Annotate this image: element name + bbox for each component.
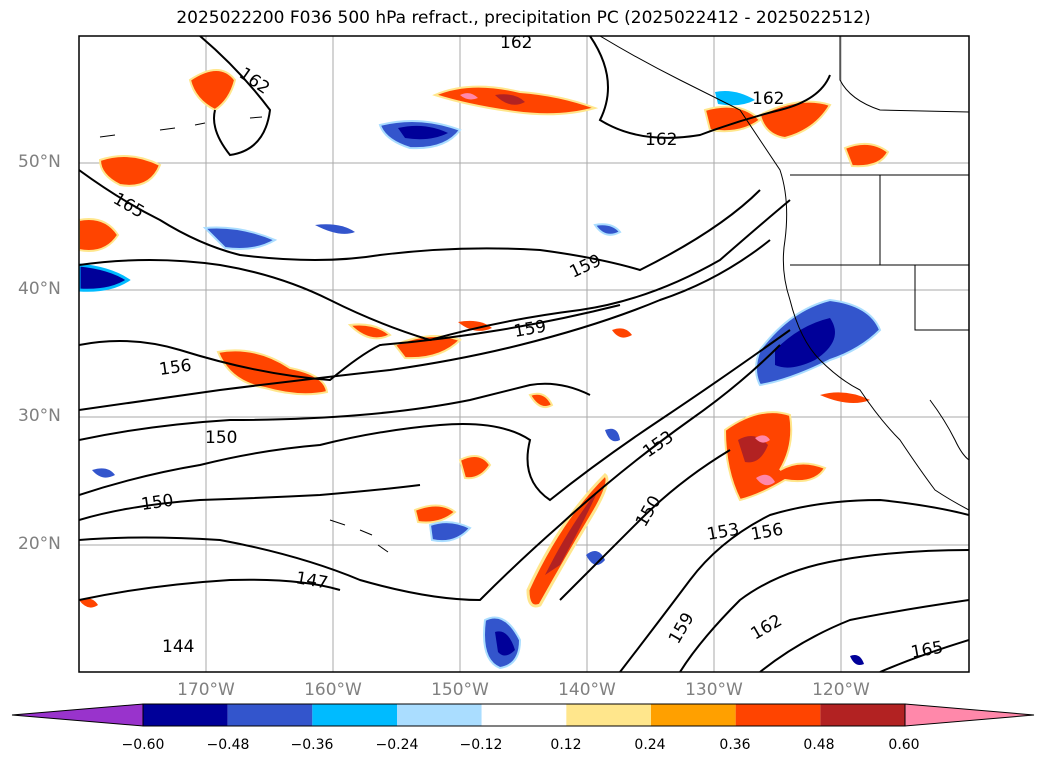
gridlines	[79, 36, 969, 672]
colorbar-tick: 0.36	[719, 737, 751, 753]
precip-negative-areas	[79, 91, 882, 670]
colorbar-segment	[735, 704, 821, 726]
colorbar-extend-low	[11, 703, 144, 727]
contour-label: 156	[158, 356, 193, 380]
lat-label: 20°N	[18, 534, 61, 554]
map-title: 2025022200 F036 500 hPa refract., precip…	[176, 8, 871, 28]
colorbar-tick: 0.60	[888, 737, 920, 753]
colorbar-tick: 0.48	[803, 737, 835, 753]
colorbar-segment	[820, 704, 905, 726]
lat-label: 50°N	[18, 152, 61, 172]
contour-label: 150	[140, 491, 175, 515]
lat-label: 30°N	[18, 406, 61, 426]
colorbar-segment	[143, 704, 228, 726]
colorbar-segment	[481, 704, 567, 726]
colorbar-tick: −0.12	[459, 737, 503, 753]
coastlines	[99, 36, 969, 553]
lon-label: 160°W	[304, 680, 362, 700]
lat-label: 40°N	[18, 279, 61, 299]
map-frame	[78, 35, 970, 673]
colorbar-segment	[566, 704, 651, 726]
contour-label: 162	[752, 89, 784, 109]
lon-label: 170°W	[177, 680, 235, 700]
colorbar-segment	[227, 704, 313, 726]
lon-label: 140°W	[558, 680, 616, 700]
colorbar-frame	[142, 703, 906, 727]
colorbar	[11, 703, 1035, 727]
lon-label: 150°W	[431, 680, 489, 700]
colorbar-tick: −0.24	[375, 737, 419, 753]
colorbar-segment	[312, 704, 397, 726]
lon-label: 120°W	[812, 680, 870, 700]
contour-label: 150	[205, 428, 237, 448]
contour-label: 162	[500, 33, 532, 53]
colorbar-tick: −0.60	[121, 737, 165, 753]
colorbar-segment	[397, 704, 482, 726]
colorbar-tick: 0.24	[634, 737, 666, 753]
colorbar-segment	[651, 704, 736, 726]
contour-label: 162	[645, 130, 677, 150]
contour-label: 144	[162, 637, 194, 657]
colorbar-tick: −0.36	[290, 737, 334, 753]
lon-label: 130°W	[685, 680, 743, 700]
refractivity-contours	[79, 36, 969, 672]
colorbar-tick: 0.12	[550, 737, 582, 753]
colorbar-tick: −0.48	[206, 737, 250, 753]
colorbar-extend-high	[904, 703, 1035, 727]
